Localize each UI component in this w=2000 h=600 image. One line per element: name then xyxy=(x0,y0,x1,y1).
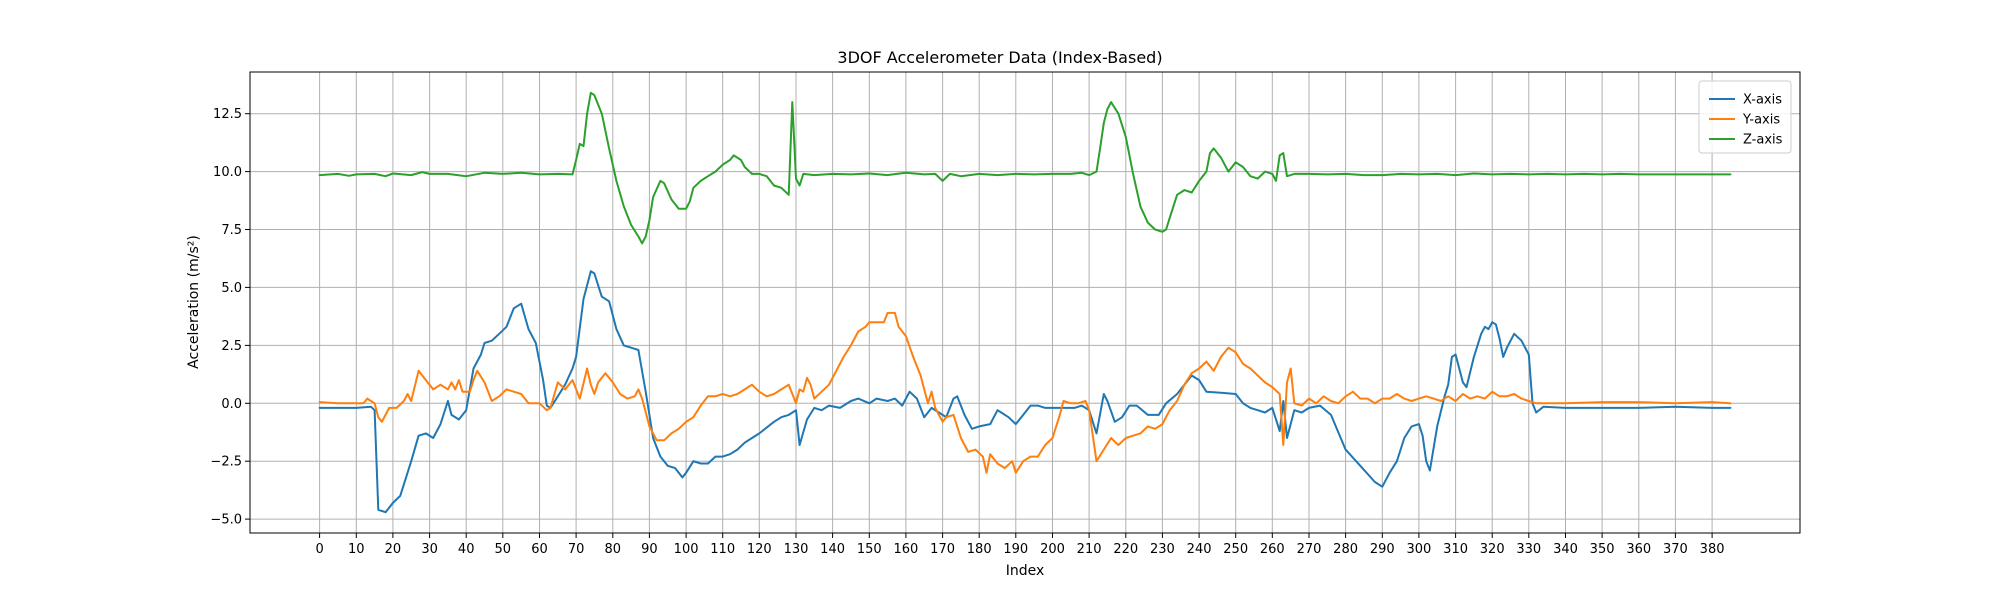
x-tick-label: 40 xyxy=(458,542,475,557)
x-tick-label: 380 xyxy=(1700,542,1725,557)
x-tick-label: 300 xyxy=(1406,542,1431,557)
legend-entry: X-axis xyxy=(1743,93,1782,108)
x-tick-label: 50 xyxy=(495,542,512,557)
x-tick-label: 340 xyxy=(1553,542,1578,557)
y-tick-label: 10.0 xyxy=(213,165,242,180)
y-tick-label: −2.5 xyxy=(210,455,242,470)
x-tick-label: 320 xyxy=(1480,542,1505,557)
x-tick-label: 110 xyxy=(710,542,735,557)
legend-entry: Z-axis xyxy=(1743,133,1783,148)
series-line-y-axis xyxy=(318,311,1732,474)
x-tick-label: 280 xyxy=(1333,542,1358,557)
x-tick-label: 70 xyxy=(568,542,585,557)
x-tick-label: 360 xyxy=(1626,542,1651,557)
x-tick-label: 80 xyxy=(605,542,622,557)
y-tick-label: 12.5 xyxy=(213,107,242,122)
x-tick-label: 200 xyxy=(1040,542,1065,557)
y-tick-label: 0.0 xyxy=(221,397,242,412)
x-tick-label: 170 xyxy=(930,542,955,557)
x-tick-label: 240 xyxy=(1187,542,1212,557)
x-tick-label: 60 xyxy=(531,542,548,557)
x-tick-label: 310 xyxy=(1443,542,1468,557)
x-tick-label: 230 xyxy=(1150,542,1175,557)
x-tick-label: 180 xyxy=(967,542,992,557)
y-tick-label: 5.0 xyxy=(221,281,242,296)
x-tick-label: 150 xyxy=(857,542,882,557)
x-tick-label: 100 xyxy=(674,542,699,557)
x-tick-label: 370 xyxy=(1663,542,1688,557)
x-tick-label: 20 xyxy=(385,542,402,557)
series-line-z-axis xyxy=(318,91,1732,245)
series-lines xyxy=(318,91,1732,514)
x-tick-label: 10 xyxy=(348,542,365,557)
x-tick-label: 30 xyxy=(421,542,438,557)
x-tick-label: 160 xyxy=(893,542,918,557)
y-tick-label: 7.5 xyxy=(221,223,242,238)
x-tick-label: 290 xyxy=(1370,542,1395,557)
y-axis-label: Acceleration (m/s²) xyxy=(186,235,202,369)
x-tick-label: 130 xyxy=(784,542,809,557)
x-tick-label: 120 xyxy=(747,542,772,557)
x-tick-label: 140 xyxy=(820,542,845,557)
y-tick-label: −5.0 xyxy=(210,513,242,528)
series-line-x-axis xyxy=(318,270,1732,514)
x-tick-label: 270 xyxy=(1297,542,1322,557)
legend-entry: Y-axis xyxy=(1742,113,1780,128)
x-tick-label: 250 xyxy=(1223,542,1248,557)
axis-ticks: 0 10 20 30 40 50 60 70 80 90 100 110 120 130 140 150 160… xyxy=(210,107,1724,557)
x-tick-label: 210 xyxy=(1077,542,1102,557)
legend: X-axis Y-axis Z-axis xyxy=(1698,80,1792,154)
x-tick-label: 190 xyxy=(1003,542,1028,557)
x-tick-label: 90 xyxy=(641,542,658,557)
x-tick-label: 350 xyxy=(1590,542,1615,557)
x-tick-label: 260 xyxy=(1260,542,1285,557)
y-tick-label: 2.5 xyxy=(221,339,242,354)
chart-title: 3DOF Accelerometer Data (Index-Based) xyxy=(837,48,1162,67)
grid xyxy=(250,72,1800,533)
x-axis-label: Index xyxy=(1006,563,1045,579)
plot-frame xyxy=(249,71,1801,534)
x-tick-label: 220 xyxy=(1113,542,1138,557)
x-tick-label: 0 xyxy=(315,542,323,557)
x-tick-label: 330 xyxy=(1516,542,1541,557)
